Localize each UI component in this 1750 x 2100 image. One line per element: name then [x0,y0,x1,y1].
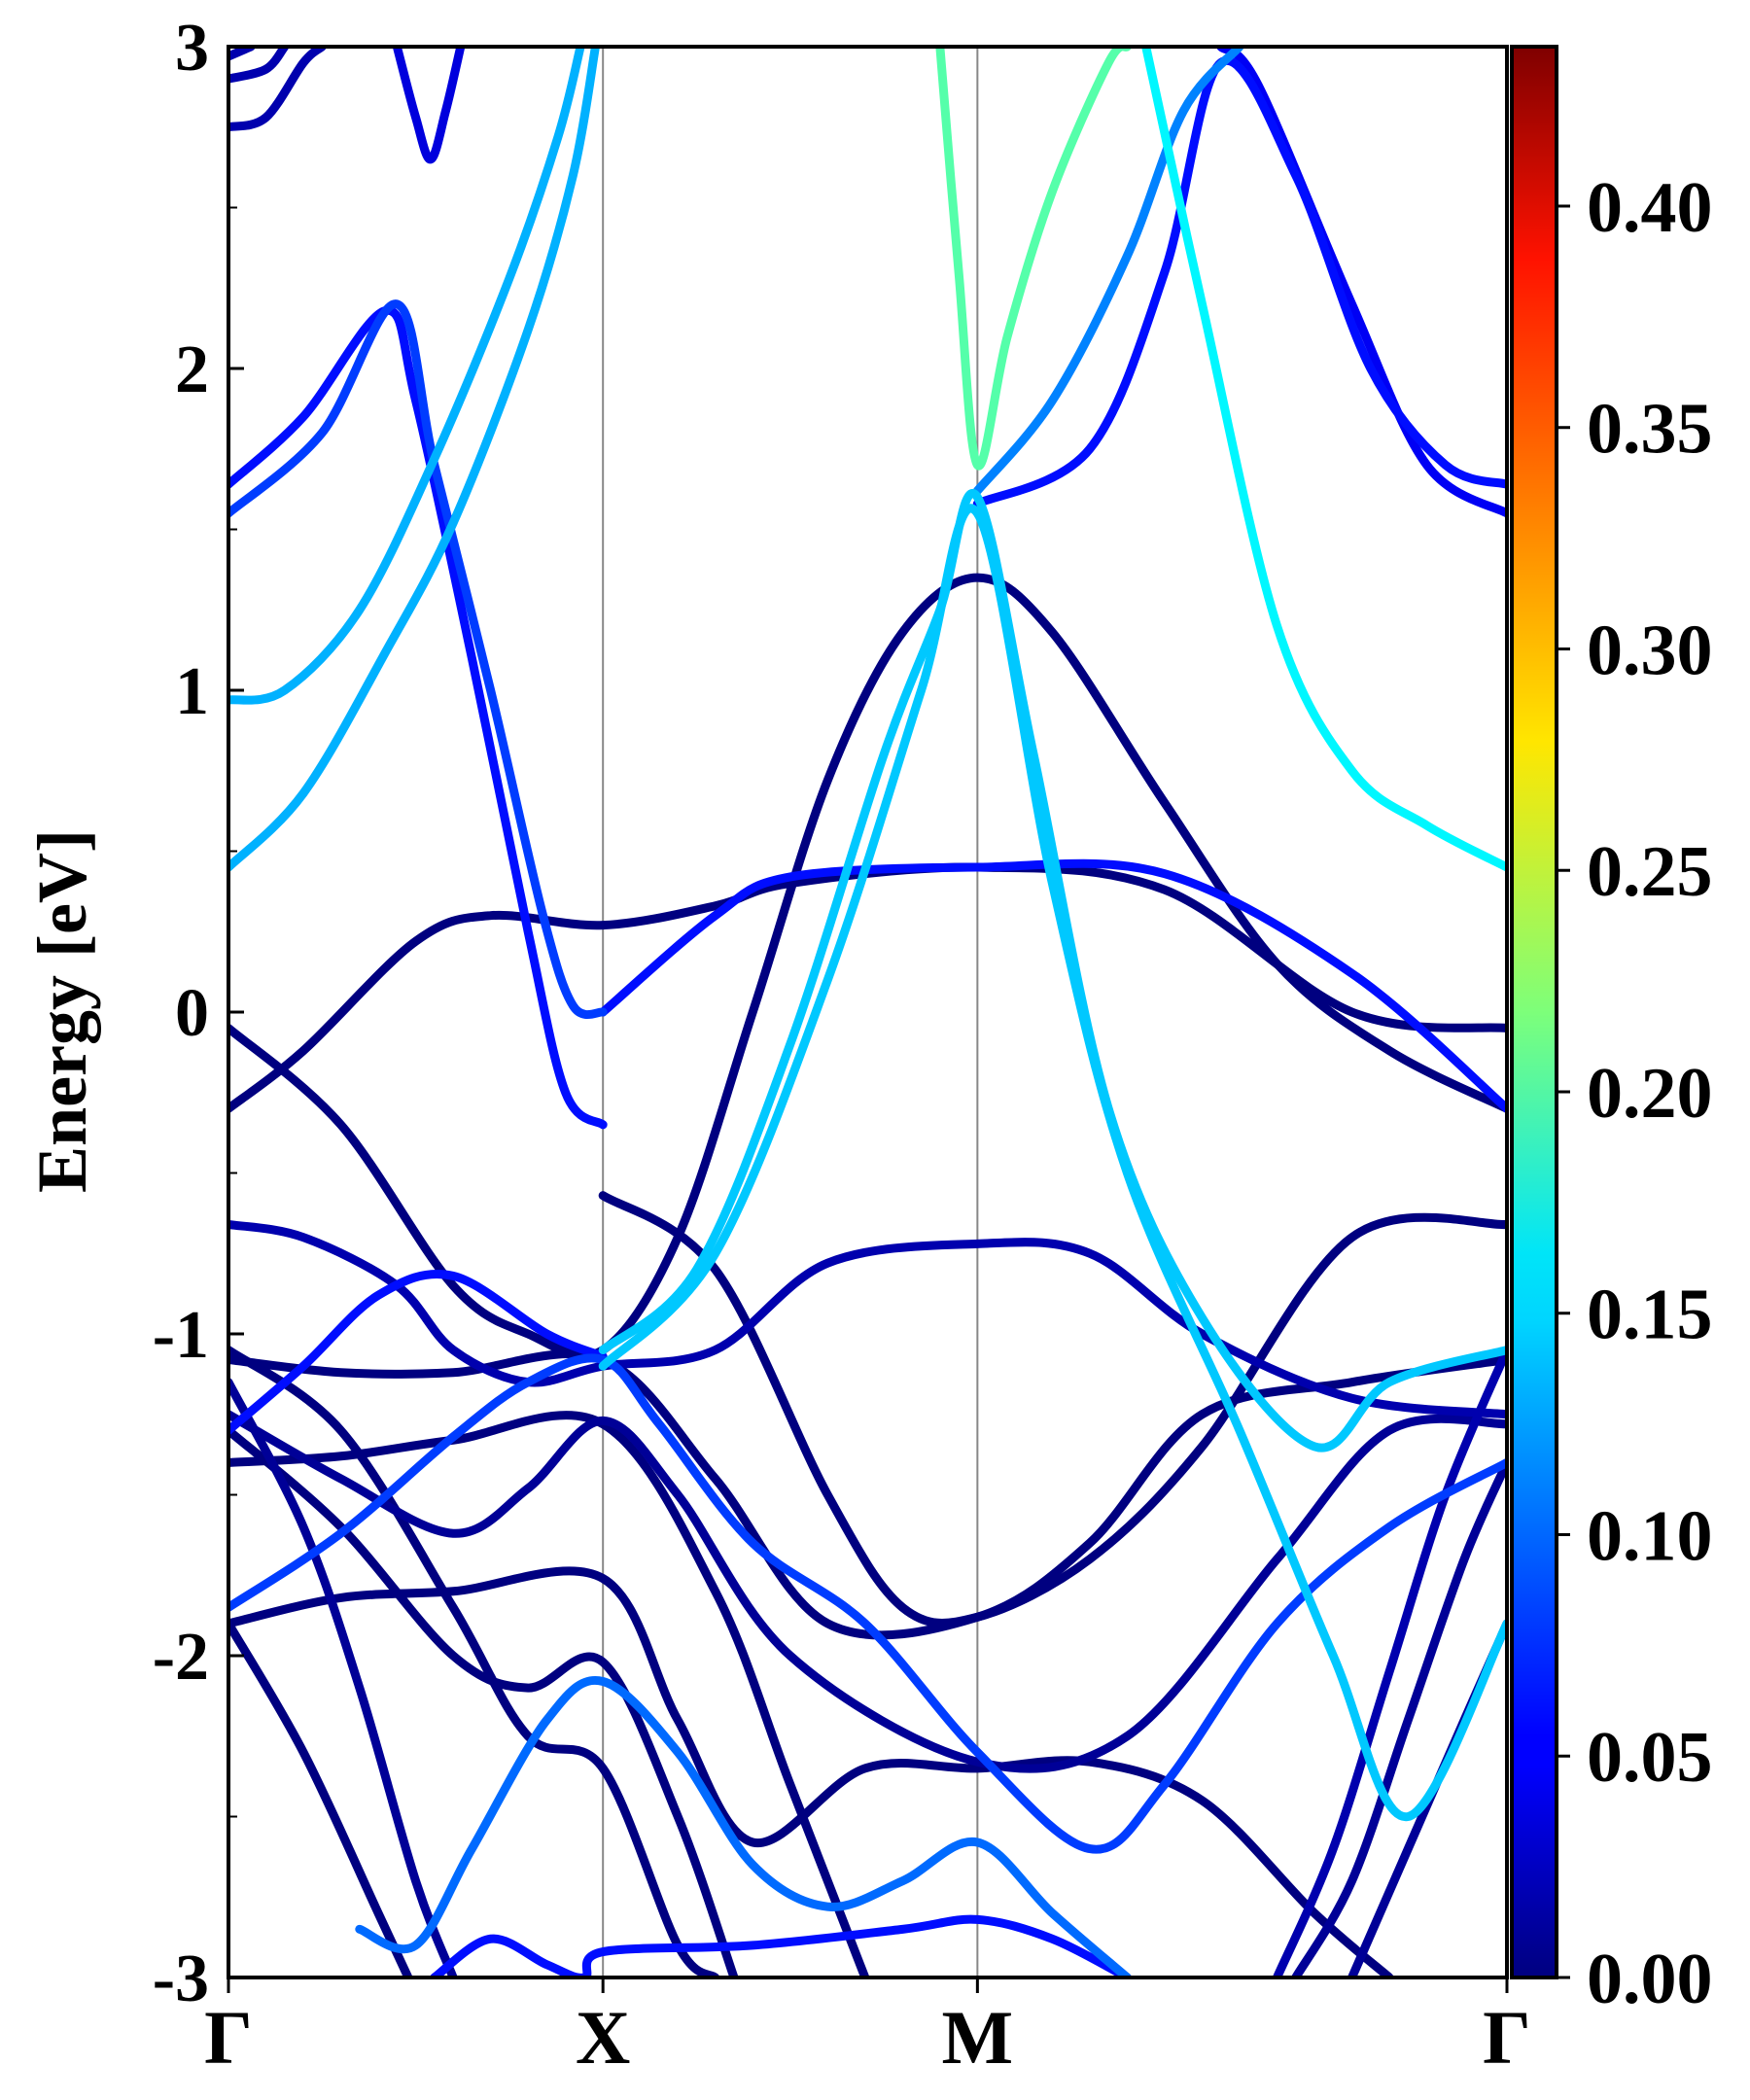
band-line-30 [355,1675,1132,1978]
band-line-5 [228,47,327,132]
colorbar-ticks: 0.00 0.05 0.10 0.15 0.20 0.25 0.30 0.35 0.40 [1557,168,1713,2019]
band-line-18 [598,1191,1507,1628]
band-line-34 [1273,1346,1507,1978]
band-line-31 [430,1914,1132,1978]
band-line-29 [228,1619,413,1978]
band-line-22 [228,1411,870,1978]
colorbar-tick-label-8: 0.40 [1587,168,1713,248]
band-line-8 [228,573,1507,1360]
band-line-24 [228,1566,1394,1978]
band-line-14 [1141,47,1507,872]
kpoint-label-2: M [942,1995,1014,2080]
colorbar: 0.00 0.05 0.10 0.15 0.20 0.25 0.30 0.35 0.40 [1510,45,1713,2019]
colorbar-tick-label-7: 0.35 [1587,390,1713,470]
kpoint-label-3: Γ [1483,1995,1531,2080]
band-line-12 [598,504,1507,1822]
band-line-20 [228,1349,1507,1640]
colorbar-tick-label-0: 0.00 [1587,1940,1713,2019]
band-line-19 [228,1219,1507,1419]
y-tick-label-6: -3 [153,1942,209,2016]
colorbar-tick-label-4: 0.20 [1587,1054,1713,1134]
band-line-15 [972,47,1244,496]
band-line-27 [228,1425,739,1978]
kpoint-label-1: X [576,1995,630,2080]
band-lines [228,47,1507,1978]
band-line-4 [392,47,466,164]
y-axis-title: Energy [eV] [23,829,101,1193]
y-axis-ticks: 3 2 1 0 -1 -2 -3 [153,11,244,2016]
y-tick-label-3: 0 [175,976,209,1051]
colorbar-gradient [1510,45,1558,1979]
band-line-21 [228,1410,1507,1773]
y-tick-label-2: 1 [175,654,209,729]
colorbar-tick-label-2: 0.10 [1587,1496,1713,1576]
band-line-1 [228,47,585,705]
band-line-28 [228,1378,458,1978]
band-line-13 [935,47,1132,471]
colorbar-tick-label-3: 0.15 [1587,1276,1713,1355]
colorbar-tick-label-6: 0.30 [1587,611,1713,690]
band-line-3 [228,305,608,1130]
plot-frame [227,45,1509,1979]
band-line-26 [228,1346,720,1978]
band-line-9 [228,862,1507,1113]
y-tick-label-5: -2 [153,1620,209,1695]
kpoint-label-0: Γ [204,1995,253,2080]
band-line-25 [228,1269,608,1435]
colorbar-tick-label-5: 0.25 [1587,832,1713,912]
band-line-23 [228,1353,1507,1854]
y-tick-label-4: -1 [153,1298,209,1373]
colorbar-tick-label-1: 0.05 [1587,1718,1713,1798]
band-line-0 [228,47,600,872]
band-line-16 [972,55,1507,508]
y-tick-label-1: 2 [175,332,209,407]
y-tick-label-0: 3 [175,11,209,86]
plot-area: 3 2 1 0 -1 -2 -3 Γ X M Γ Energy [eV] [23,11,1531,2080]
band-line-33 [1291,1457,1507,1978]
band-line-17 [1216,47,1507,518]
band-line-6 [228,47,290,84]
band-line-10 [598,858,1507,1113]
